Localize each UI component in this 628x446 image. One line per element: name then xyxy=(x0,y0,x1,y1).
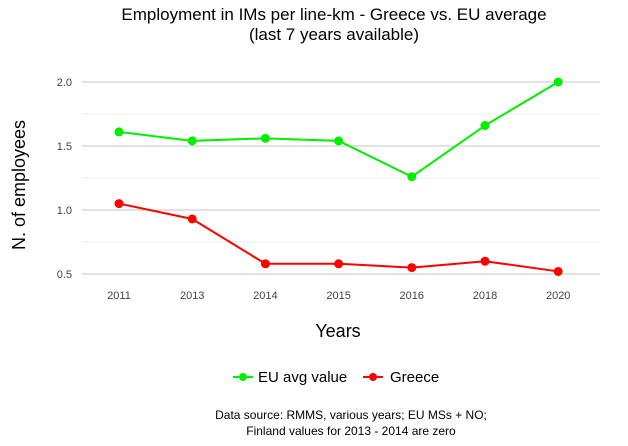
data-point-greece-2014 xyxy=(260,259,270,269)
y-tick-label: 0.5 xyxy=(57,269,72,281)
caption-line-2: Finland values for 2013 - 2014 are zero xyxy=(246,424,456,438)
data-point-greece-2011 xyxy=(114,199,124,209)
legend-label-greece: Greece xyxy=(390,369,439,386)
data-point-greece-2013 xyxy=(187,214,197,224)
x-tick-label: 2020 xyxy=(546,290,570,302)
caption-line-1: Data source: RMMS, various years; EU MSs… xyxy=(215,408,487,422)
y-tick-label: 1.0 xyxy=(57,205,72,217)
data-point-greece-2016 xyxy=(407,263,417,273)
x-tick-label: 2014 xyxy=(253,290,277,302)
data-point-eu-avg-value-2020 xyxy=(553,77,563,87)
legend: EU avg value Greece xyxy=(233,369,439,386)
y-tick-label: 2.0 xyxy=(57,77,72,89)
data-point-greece-2015 xyxy=(334,259,344,269)
data-point-eu-avg-value-2014 xyxy=(260,133,270,143)
data-point-eu-avg-value-2016 xyxy=(407,172,417,182)
data-point-eu-avg-value-2011 xyxy=(114,127,124,137)
grid: 0.5 1.0 1.5 2.0 2011 2013 2014 2015 2016 2018 2020 xyxy=(57,77,600,302)
legend-marker-eu xyxy=(239,373,247,381)
data-point-eu-avg-value-2013 xyxy=(187,136,197,146)
chart-subtitle: (last 7 years available) xyxy=(249,25,419,44)
legend-marker-greece xyxy=(369,373,377,381)
y-axis-title: N. of employees xyxy=(9,120,29,250)
data-point-eu-avg-value-2015 xyxy=(334,136,344,146)
data-point-greece-2020 xyxy=(553,266,563,276)
data-point-greece-2018 xyxy=(480,256,490,266)
x-axis-title: Years xyxy=(315,321,360,341)
data-point-eu-avg-value-2018 xyxy=(480,121,490,131)
x-tick-label: 2018 xyxy=(473,290,497,302)
x-tick-label: 2013 xyxy=(180,290,204,302)
series-line-eu-avg-value xyxy=(118,81,559,178)
chart-title: Employment in IMs per line-km - Greece v… xyxy=(121,5,546,24)
y-tick-label: 1.5 xyxy=(57,141,72,153)
legend-label-eu: EU avg value xyxy=(258,369,347,386)
series-layer xyxy=(114,77,563,276)
x-tick-label: 2011 xyxy=(107,290,131,302)
x-tick-label: 2015 xyxy=(326,290,350,302)
x-tick-label: 2016 xyxy=(400,290,424,302)
